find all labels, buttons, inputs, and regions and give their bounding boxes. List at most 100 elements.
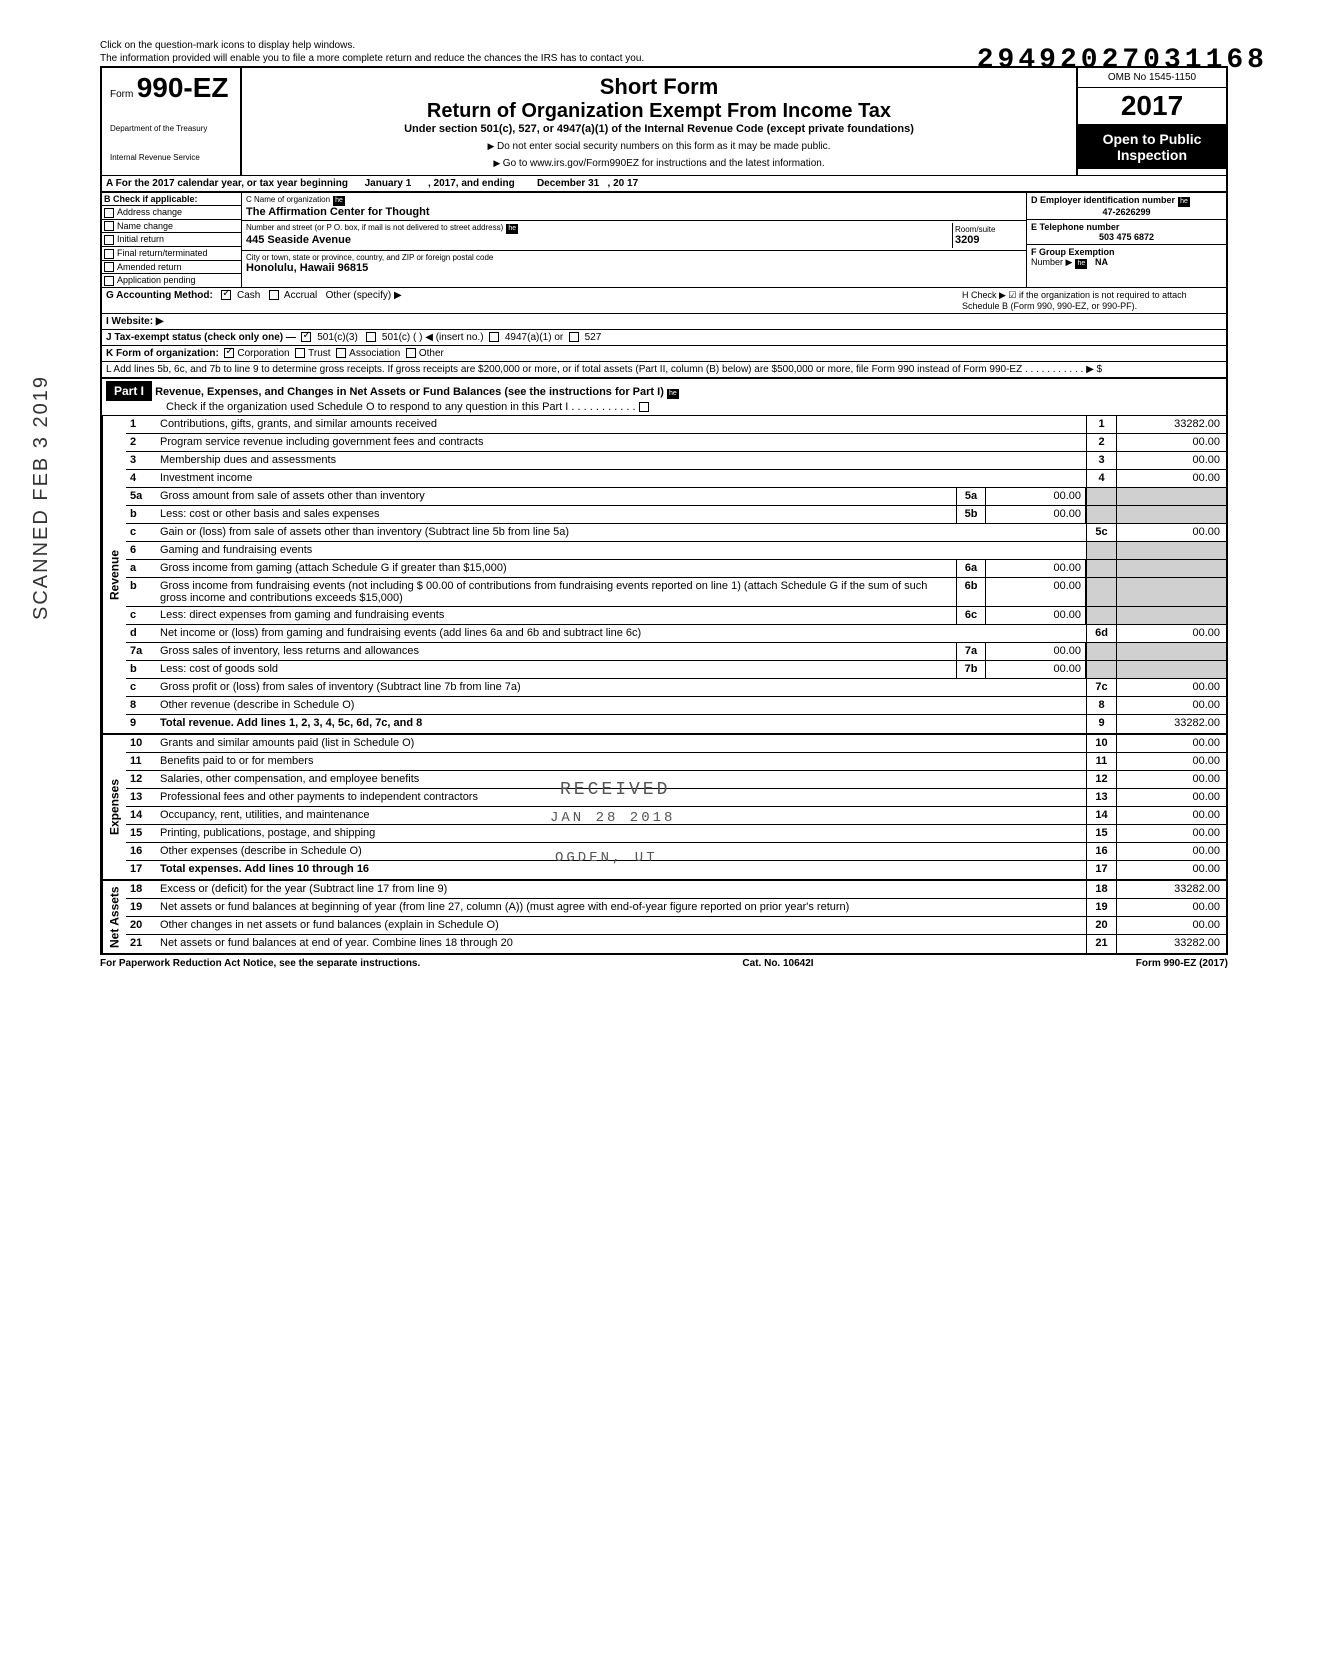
line-num: 20 <box>126 917 156 934</box>
line-num: 14 <box>126 807 156 824</box>
check-pending[interactable]: Application pending <box>102 274 241 287</box>
line-row-17: 17Total expenses. Add lines 10 through 1… <box>126 861 1226 879</box>
line-num: 8 <box>126 697 156 714</box>
line-text: Other revenue (describe in Schedule O) <box>156 697 1086 714</box>
check-corp[interactable] <box>224 348 234 358</box>
mid-num: 6b <box>956 578 986 606</box>
end-num: 14 <box>1086 807 1116 824</box>
line-text: Grants and similar amounts paid (list in… <box>156 735 1086 752</box>
received-stamp: RECEIVED <box>560 780 670 800</box>
end-num: 5c <box>1086 524 1116 541</box>
part1-check: Check if the organization used Schedule … <box>106 401 1222 413</box>
end-num: 7c <box>1086 679 1116 696</box>
line-row-11: 11Benefits paid to or for members1100.00 <box>126 753 1226 771</box>
line-num: 15 <box>126 825 156 842</box>
check-4947[interactable] <box>489 332 499 342</box>
netassets-label: Net Assets <box>102 881 126 953</box>
row-j: J Tax-exempt status (check only one) — 5… <box>100 329 1228 345</box>
check-501c3[interactable] <box>301 332 311 342</box>
check-final[interactable]: Final return/terminated <box>102 247 241 261</box>
end-num: 11 <box>1086 753 1116 770</box>
line-row-21: 21Net assets or fund balances at end of … <box>126 935 1226 953</box>
mid-val: 00.00 <box>986 578 1086 606</box>
footer-left: For Paperwork Reduction Act Notice, see … <box>100 958 420 969</box>
form-number: 990-EZ <box>137 72 229 103</box>
short-form-title: Short Form <box>248 74 1070 100</box>
line-text: Net assets or fund balances at beginning… <box>156 899 1086 916</box>
line-row-1: 1Contributions, gifts, grants, and simil… <box>126 416 1226 434</box>
end-val: 00.00 <box>1116 470 1226 487</box>
revenue-section: Revenue 1Contributions, gifts, grants, a… <box>100 416 1228 735</box>
footer: For Paperwork Reduction Act Notice, see … <box>100 955 1228 972</box>
scan-watermark: SCANNED FEB 3 2019 <box>30 375 53 620</box>
line-text: Investment income <box>156 470 1086 487</box>
check-assoc[interactable] <box>336 348 346 358</box>
end-val: 33282.00 <box>1116 881 1226 898</box>
part1-title: Revenue, Expenses, and Changes in Net As… <box>155 386 664 398</box>
check-name[interactable]: Name change <box>102 220 241 234</box>
end-val: 00.00 <box>1116 679 1226 696</box>
telephone: 503 475 6872 <box>1031 232 1222 242</box>
line-text: Gain or (loss) from sale of assets other… <box>156 524 1086 541</box>
line-text: Gross sales of inventory, less returns a… <box>156 643 956 660</box>
line-row-b: bGross income from fundraising events (n… <box>126 578 1226 607</box>
room-label: Room/suite <box>955 225 1020 234</box>
line-num: 7a <box>126 643 156 660</box>
end-num-shaded <box>1086 578 1116 606</box>
line-row-13: 13Professional fees and other payments t… <box>126 789 1226 807</box>
check-501c[interactable] <box>366 332 376 342</box>
line-text: Gross income from fundraising events (no… <box>156 578 956 606</box>
end-val: 00.00 <box>1116 697 1226 714</box>
mid-val: 00.00 <box>986 661 1086 678</box>
mid-num: 6a <box>956 560 986 577</box>
received-date: JAN 28 2018 <box>550 810 675 826</box>
line-text: Benefits paid to or for members <box>156 753 1086 770</box>
line-num: 17 <box>126 861 156 879</box>
line-num: 1 <box>126 416 156 433</box>
end-num: 13 <box>1086 789 1116 806</box>
row-a: A For the 2017 calendar year, or tax yea… <box>100 175 1228 193</box>
row-h: H Check ▶ ☑ if the organization is not r… <box>962 290 1222 311</box>
check-trust[interactable] <box>295 348 305 358</box>
line-num: c <box>126 524 156 541</box>
check-initial[interactable]: Initial return <box>102 233 241 247</box>
line-row-4: 4Investment income400.00 <box>126 470 1226 488</box>
check-527[interactable] <box>569 332 579 342</box>
line-num: b <box>126 661 156 678</box>
end-val-shaded <box>1116 506 1226 523</box>
line-text: Program service revenue including govern… <box>156 434 1086 451</box>
check-amended[interactable]: Amended return <box>102 261 241 275</box>
check-accrual[interactable] <box>269 290 279 300</box>
check-cash[interactable] <box>221 290 231 300</box>
row-l: L Add lines 5b, 6c, and 7b to line 9 to … <box>100 361 1228 379</box>
line-row-c: cGross profit or (loss) from sales of in… <box>126 679 1226 697</box>
line-row-15: 15Printing, publications, postage, and s… <box>126 825 1226 843</box>
addr-label: Number and street (or P O. box, if mail … <box>246 223 952 234</box>
subtitle: Under section 501(c), 527, or 4947(a)(1)… <box>248 123 1070 135</box>
expenses-label: Expenses <box>102 735 126 879</box>
end-val: 33282.00 <box>1116 935 1226 953</box>
check-address[interactable]: Address change <box>102 206 241 220</box>
open-public: Open to Public Inspection <box>1078 125 1226 169</box>
line-num: 11 <box>126 753 156 770</box>
line-text: Gross income from gaming (attach Schedul… <box>156 560 956 577</box>
line-num: 9 <box>126 715 156 733</box>
main-title: Return of Organization Exempt From Incom… <box>248 100 1070 123</box>
end-num: 20 <box>1086 917 1116 934</box>
end-num: 9 <box>1086 715 1116 733</box>
line-row-16: 16Other expenses (describe in Schedule O… <box>126 843 1226 861</box>
line-text: Total revenue. Add lines 1, 2, 3, 4, 5c,… <box>156 715 1086 733</box>
line-text: Gross profit or (loss) from sales of inv… <box>156 679 1086 696</box>
line-row-a: aGross income from gaming (attach Schedu… <box>126 560 1226 578</box>
check-other[interactable] <box>406 348 416 358</box>
row-k: K Form of organization: Corporation Trus… <box>100 345 1228 361</box>
line-num: 21 <box>126 935 156 953</box>
mid-num: 5b <box>956 506 986 523</box>
line-row-20: 20Other changes in net assets or fund ba… <box>126 917 1226 935</box>
line-num: 12 <box>126 771 156 788</box>
end-val: 00.00 <box>1116 452 1226 469</box>
end-num-shaded <box>1086 542 1116 559</box>
line-row-3: 3Membership dues and assessments300.00 <box>126 452 1226 470</box>
end-num-shaded <box>1086 661 1116 678</box>
end-val: 33282.00 <box>1116 715 1226 733</box>
